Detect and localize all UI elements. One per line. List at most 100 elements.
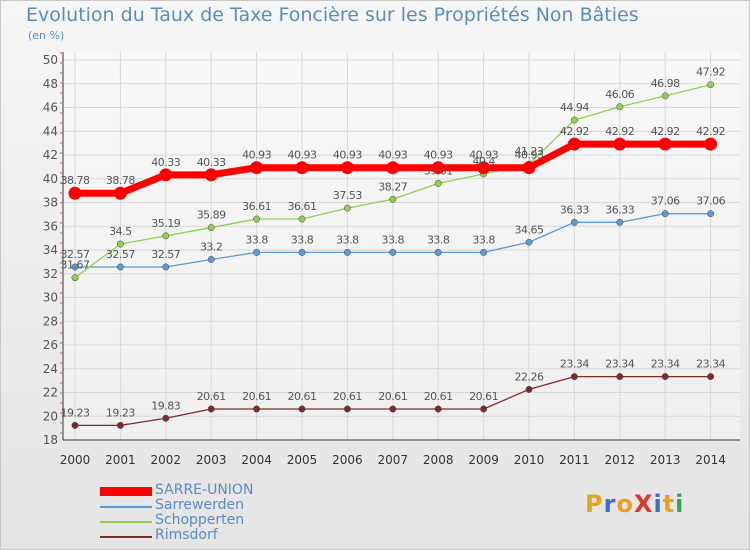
x-tick-label: 2007	[378, 453, 409, 467]
data-label: 42.92	[696, 125, 725, 138]
data-label: 32.57	[61, 248, 90, 261]
data-point	[525, 238, 533, 246]
x-tick-label: 2005	[287, 453, 318, 467]
data-label: 40.93	[333, 149, 362, 162]
data-point	[616, 373, 624, 381]
data-point	[658, 137, 672, 151]
data-point	[616, 218, 624, 226]
data-label: 32.57	[106, 248, 135, 261]
data-point	[71, 263, 79, 271]
data-label: 40.33	[197, 156, 226, 169]
data-point	[295, 161, 309, 175]
data-point	[343, 405, 351, 413]
data-label: 31.67	[61, 259, 90, 272]
data-point	[431, 161, 445, 175]
data-point	[71, 421, 79, 429]
data-point	[253, 405, 261, 413]
data-point	[298, 248, 306, 256]
data-label: 20.61	[288, 390, 317, 403]
data-label: 42.92	[605, 125, 634, 138]
y-tick-label: 22	[43, 386, 58, 400]
data-label: 33.8	[472, 233, 495, 246]
data-label: 36.33	[560, 203, 589, 216]
data-point	[661, 210, 669, 218]
data-point	[298, 215, 306, 223]
y-tick-label: 28	[43, 314, 58, 328]
data-label: 38.78	[106, 174, 135, 187]
data-point	[616, 103, 624, 111]
chart-unit: (en %)	[28, 29, 65, 42]
data-label: 40.93	[378, 149, 407, 162]
data-point	[298, 405, 306, 413]
data-label: 40.93	[515, 149, 544, 162]
data-label: 44.94	[560, 101, 589, 114]
data-point	[207, 405, 215, 413]
data-label: 40.93	[242, 149, 271, 162]
logo-letter: i	[653, 490, 663, 518]
data-point	[525, 385, 533, 393]
data-point	[204, 168, 218, 182]
data-label: 20.61	[197, 390, 226, 403]
data-point	[434, 179, 442, 187]
data-label: 40.33	[151, 156, 180, 169]
legend-label: SARRE-UNION	[155, 482, 254, 498]
y-tick-label: 32	[43, 267, 58, 281]
data-point	[613, 137, 627, 151]
y-tick-label: 42	[43, 148, 58, 162]
data-point	[340, 161, 354, 175]
data-label: 39.61	[424, 164, 453, 177]
x-tick-label: 2006	[332, 453, 363, 467]
legend-swatch	[100, 521, 152, 523]
x-tick-label: 2013	[650, 453, 681, 467]
x-tick-label: 2001	[105, 453, 136, 467]
data-point	[116, 421, 124, 429]
x-tick-label: 2000	[60, 453, 91, 467]
x-tick-label: 2008	[423, 453, 454, 467]
y-tick-label: 36	[43, 219, 58, 233]
data-point	[207, 224, 215, 232]
y-tick-label: 48	[43, 77, 58, 91]
data-label: 41.23	[515, 145, 544, 158]
data-label: 32.57	[151, 248, 180, 261]
data-point	[434, 405, 442, 413]
data-point	[159, 168, 173, 182]
logo-letter: o	[616, 490, 634, 518]
data-label: 33.8	[382, 233, 405, 246]
data-label: 35.89	[197, 209, 226, 222]
y-tick-label: 24	[43, 362, 58, 376]
data-label: 46.06	[605, 88, 634, 101]
data-label: 38.78	[61, 174, 90, 187]
data-label: 40.4	[472, 155, 495, 168]
data-label: 23.34	[605, 358, 634, 371]
data-label: 46.98	[651, 77, 680, 90]
chart-title: Evolution du Taux de Taxe Foncière sur l…	[26, 4, 639, 26]
data-point	[389, 405, 397, 413]
y-tick-label: 34	[43, 243, 58, 257]
data-point	[570, 116, 578, 124]
y-tick-label: 20	[43, 409, 58, 423]
data-point	[567, 137, 581, 151]
x-tick-label: 2011	[559, 453, 590, 467]
y-tick-label: 44	[43, 124, 58, 138]
data-label: 33.8	[427, 233, 450, 246]
data-point	[68, 186, 82, 200]
data-label: 37.06	[696, 195, 725, 208]
logo-letter: i	[675, 490, 685, 518]
data-label: 40.93	[288, 149, 317, 162]
data-label: 42.92	[651, 125, 680, 138]
data-label: 35.19	[151, 217, 180, 230]
data-label: 20.61	[378, 390, 407, 403]
data-point	[477, 161, 491, 175]
logo-letter: P	[585, 490, 604, 518]
y-tick-label: 18	[43, 433, 58, 447]
data-point	[570, 218, 578, 226]
y-tick-label: 50	[43, 53, 58, 67]
data-label: 47.92	[696, 66, 725, 79]
data-point	[707, 81, 715, 89]
data-point	[480, 405, 488, 413]
data-point	[386, 161, 400, 175]
data-label: 40.93	[469, 149, 498, 162]
data-point	[207, 256, 215, 263]
data-point	[707, 373, 715, 381]
data-point	[570, 373, 578, 381]
